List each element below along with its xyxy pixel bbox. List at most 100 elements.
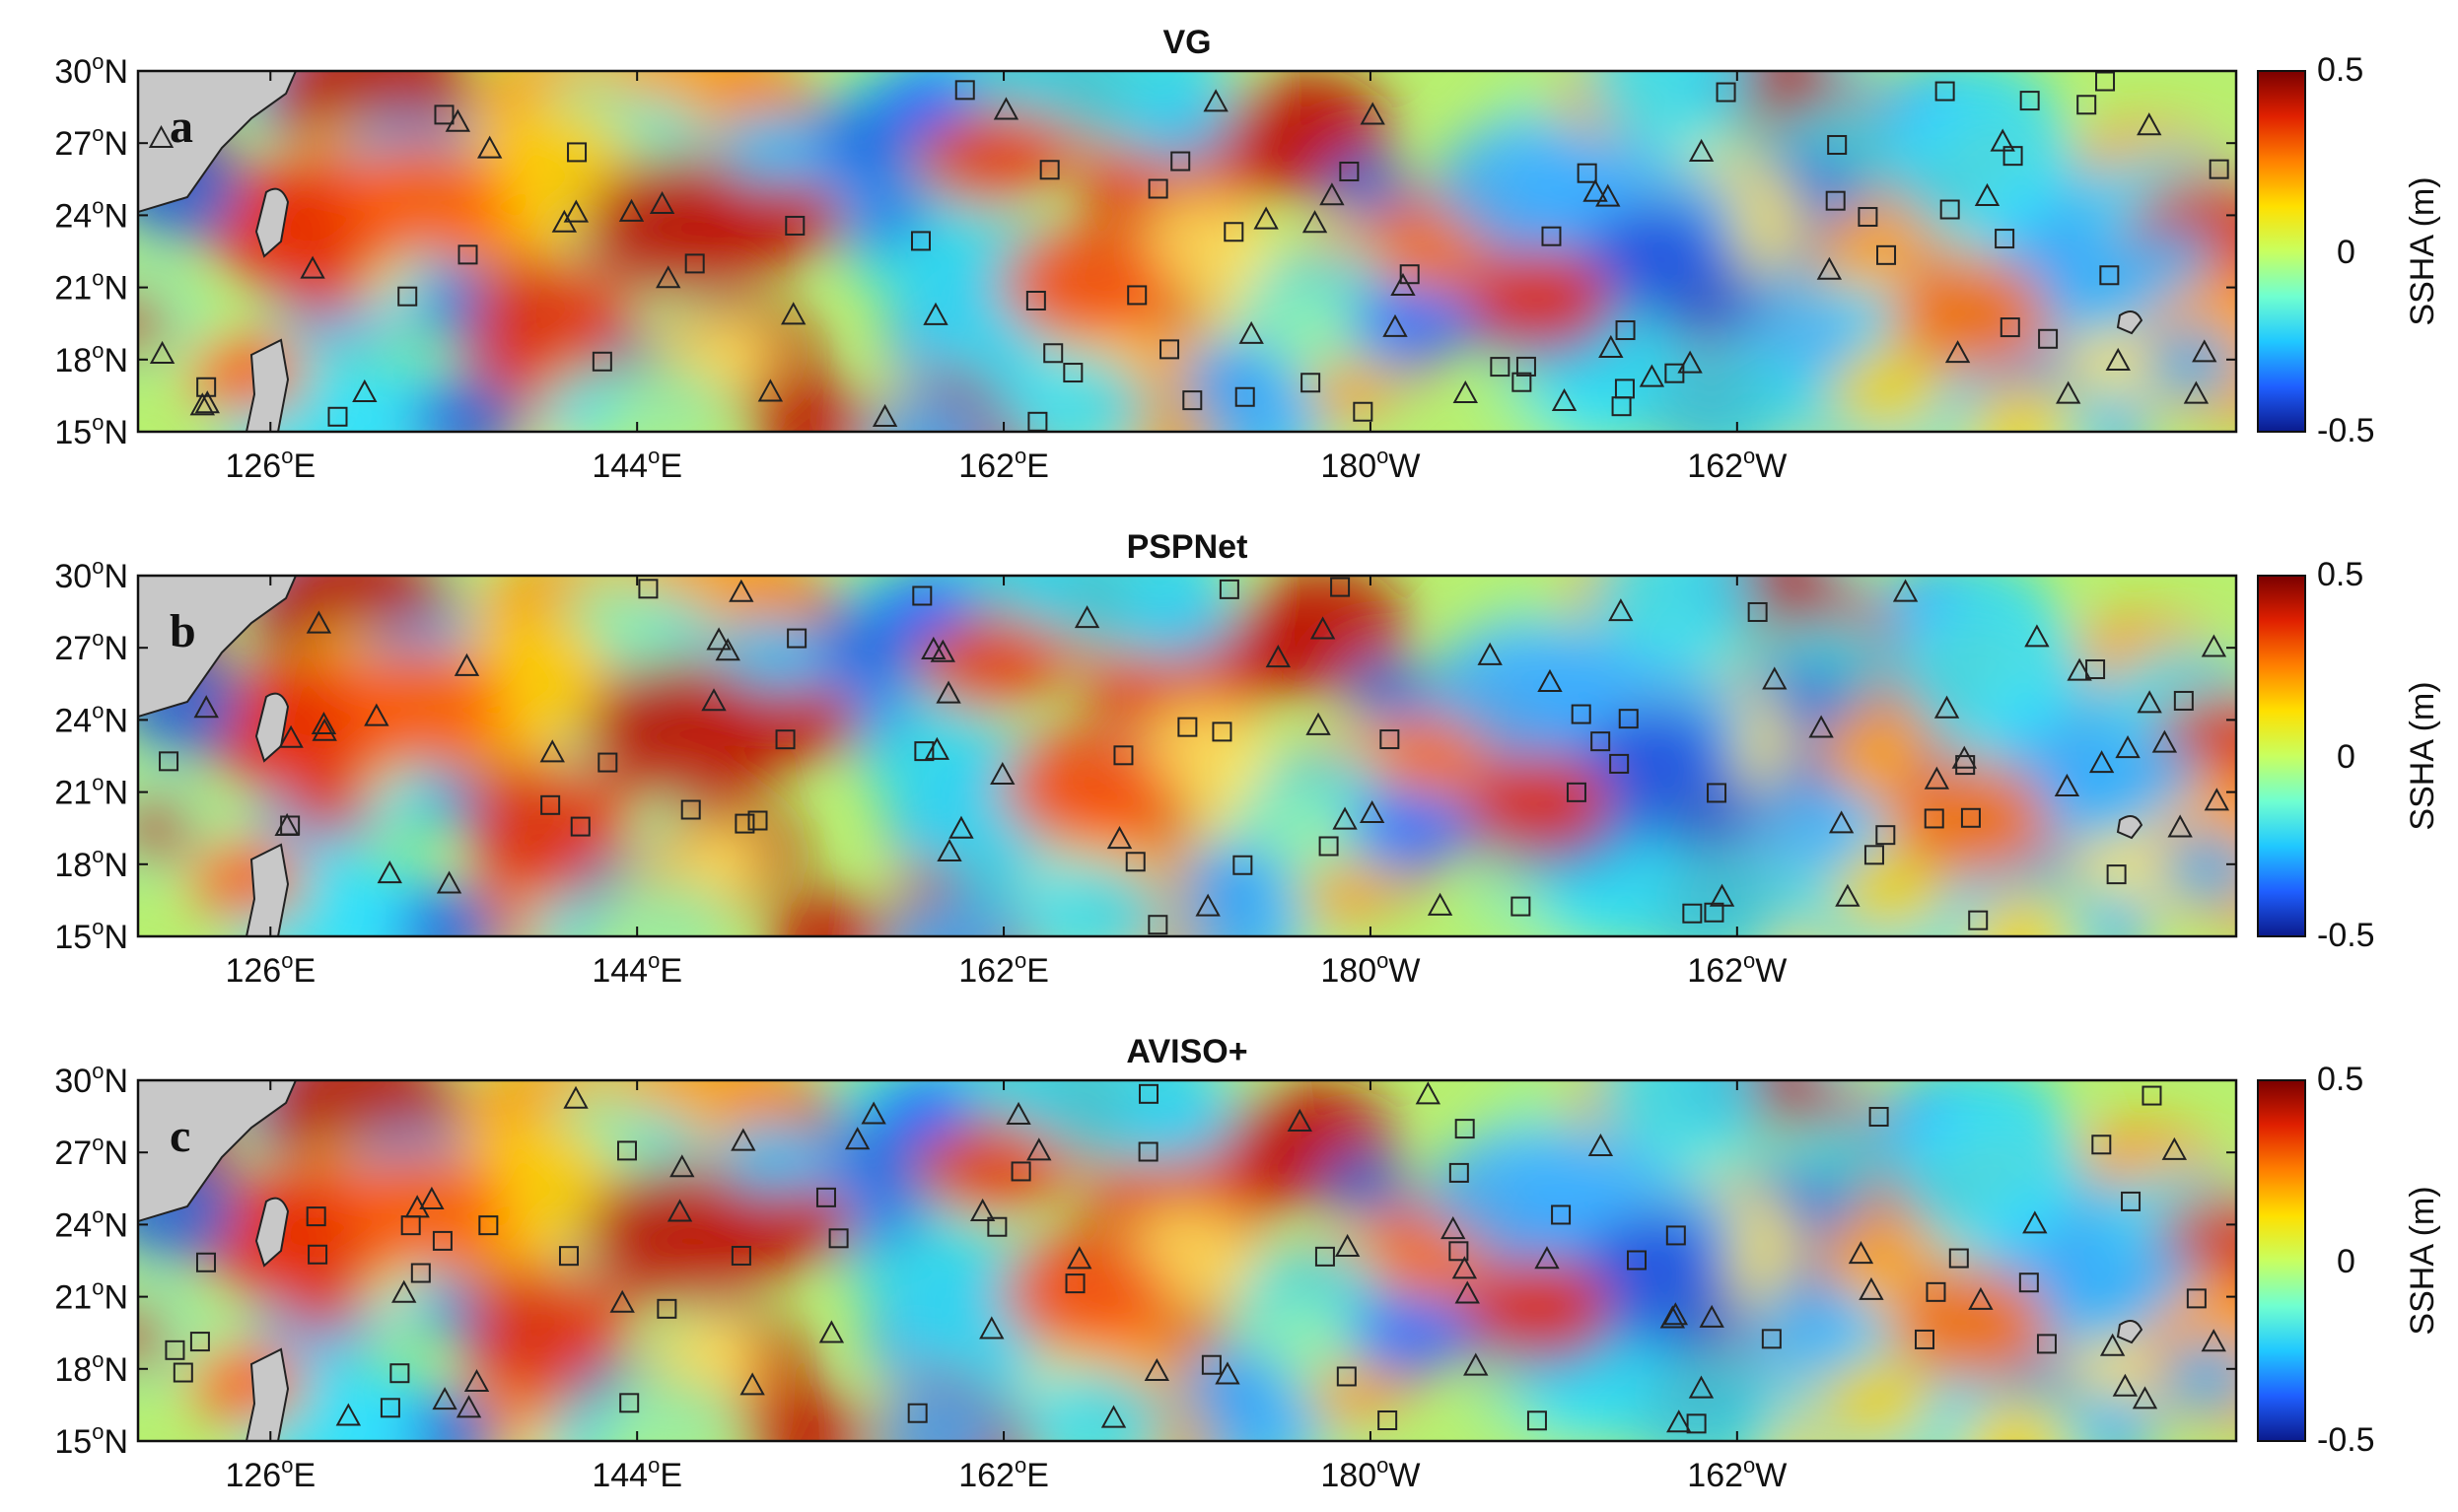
cyclonic-eddy-marker — [739, 1372, 765, 1396]
panel-title: VG — [1162, 24, 1211, 61]
anticyclonic-eddy-marker — [731, 1245, 751, 1266]
cyclonic-eddy-marker — [1238, 320, 1264, 344]
lon-tick-label: 144oE — [592, 1453, 682, 1494]
anticyclonic-eddy-marker — [1615, 320, 1636, 341]
anticyclonic-eddy-marker — [2018, 1272, 2039, 1293]
cyclonic-eddy-marker — [1463, 1352, 1489, 1376]
lon-tick-label: 126oE — [225, 1453, 316, 1494]
cyclonic-eddy-marker — [306, 610, 332, 634]
anticyclonic-eddy-marker — [1138, 1141, 1159, 1162]
cyclonic-eddy-marker — [352, 378, 378, 402]
anticyclonic-eddy-marker — [1747, 601, 1768, 622]
lon-tick-label: 162oE — [958, 1453, 1049, 1494]
cyclonic-eddy-marker — [1203, 89, 1229, 112]
cyclonic-eddy-marker — [844, 1127, 871, 1150]
anticyclonic-eddy-marker — [1827, 135, 1848, 156]
cyclonic-eddy-marker — [563, 199, 590, 223]
eddy-markers — [165, 1081, 2226, 1434]
cyclonic-eddy-marker — [1332, 806, 1358, 830]
anticyclonic-eddy-marker — [1926, 1281, 1946, 1302]
anticyclonic-eddy-marker — [2085, 659, 2106, 680]
anticyclonic-eddy-marker — [1915, 1329, 1935, 1349]
cyclonic-eddy-marker — [1762, 666, 1788, 690]
cyclonic-eddy-marker — [2105, 347, 2131, 371]
cyclonic-eddy-marker — [148, 124, 175, 149]
anticyclonic-eddy-marker — [1664, 363, 1685, 383]
cyclonic-eddy-marker — [2161, 1136, 2188, 1160]
anticyclonic-eddy-marker — [1232, 855, 1253, 875]
cyclonic-eddy-marker — [618, 198, 645, 222]
lon-tick-label: 144oE — [592, 948, 682, 990]
lon-tick-label: 162oW — [1687, 444, 1787, 485]
colorbar-min-label: -0.5 — [2317, 412, 2375, 449]
anticyclonic-eddy-marker — [1665, 1225, 1686, 1246]
cyclonic-eddy-marker — [551, 209, 578, 233]
cyclonic-eddy-marker — [1305, 712, 1331, 735]
anticyclonic-eddy-marker — [1858, 207, 1878, 228]
lon-tick-label: 162oE — [958, 948, 1049, 990]
cyclonic-eddy-marker — [1662, 1302, 1689, 1326]
anticyclonic-eddy-marker — [1515, 356, 1536, 377]
cyclonic-eddy-marker — [476, 135, 503, 159]
eddy-markers — [148, 71, 2229, 432]
hawaii-island — [2116, 815, 2143, 840]
anticyclonic-eddy-marker — [410, 1263, 431, 1283]
anticyclonic-eddy-marker — [2121, 1191, 2142, 1211]
anticyclonic-eddy-marker — [540, 794, 561, 815]
anticyclonic-eddy-marker — [1336, 1366, 1357, 1387]
cyclonic-eddy-marker — [1451, 1256, 1478, 1279]
cyclonic-eddy-marker — [1144, 1357, 1170, 1382]
ssha-field — [138, 71, 2236, 432]
anticyclonic-eddy-marker — [657, 1298, 677, 1319]
anticyclonic-eddy-marker — [432, 1230, 453, 1251]
anticyclonic-eddy-marker — [1716, 82, 1736, 103]
cyclonic-eddy-marker — [1390, 272, 1416, 296]
china-coast — [138, 71, 298, 214]
lat-tick-label: 18oN — [54, 1347, 128, 1389]
cyclonic-eddy-marker — [1334, 1233, 1361, 1258]
map-frame — [136, 574, 2238, 938]
lat-tick-label: 18oN — [54, 338, 128, 379]
cyclonic-eddy-marker — [969, 1198, 996, 1221]
anticyclonic-eddy-marker — [1761, 1329, 1782, 1349]
cyclonic-eddy-marker — [1195, 893, 1221, 917]
cyclonic-eddy-marker — [1026, 1137, 1052, 1161]
colorbar-label: SSHA (m) — [2404, 681, 2441, 830]
anticyclonic-eddy-marker — [1379, 729, 1400, 750]
lat-tick-label: 15oN — [54, 1419, 128, 1461]
colorbar — [2257, 70, 2306, 433]
cyclonic-eddy-marker — [1688, 1375, 1715, 1399]
anticyclonic-eddy-marker — [2091, 1134, 2112, 1155]
anticyclonic-eddy-marker — [1300, 373, 1321, 393]
cyclonic-eddy-marker — [463, 1368, 490, 1393]
cyclonic-eddy-marker — [1074, 605, 1100, 629]
anticyclonic-eddy-marker — [1339, 161, 1360, 181]
lon-tick-label: 162oW — [1687, 948, 1787, 990]
cyclonic-eddy-marker — [2183, 380, 2210, 404]
map-frame — [136, 1078, 2238, 1443]
anticyclonic-eddy-marker — [1566, 782, 1586, 802]
anticyclonic-eddy-marker — [2099, 265, 2120, 286]
anticyclonic-eddy-marker — [1590, 731, 1611, 752]
land — [138, 71, 2143, 432]
anticyclonic-eddy-marker — [1571, 704, 1591, 724]
cyclonic-eddy-marker — [757, 378, 784, 402]
anticyclonic-eddy-marker — [1377, 1409, 1398, 1430]
cyclonic-eddy-marker — [1253, 206, 1279, 230]
cyclonic-eddy-marker — [1427, 892, 1453, 916]
anticyclonic-eddy-marker — [1148, 915, 1168, 935]
cyclonic-eddy-marker — [1454, 1280, 1480, 1304]
cyclonic-eddy-marker — [1100, 1405, 1127, 1428]
panel-title: PSPNet — [1127, 528, 1248, 566]
cyclonic-eddy-marker — [979, 1316, 1005, 1340]
cyclonic-eddy-marker — [2024, 624, 2050, 648]
cyclonic-eddy-marker — [729, 579, 754, 602]
anticyclonic-eddy-marker — [987, 1216, 1008, 1237]
land — [138, 1080, 2143, 1441]
anticyclonic-eddy-marker — [1138, 1083, 1159, 1104]
cyclonic-eddy-marker — [1892, 579, 1919, 602]
cyclonic-eddy-marker — [2115, 735, 2141, 759]
cyclonic-eddy-marker — [656, 265, 681, 289]
cyclonic-eddy-marker — [149, 340, 176, 365]
cyclonic-eddy-marker — [2054, 773, 2080, 797]
